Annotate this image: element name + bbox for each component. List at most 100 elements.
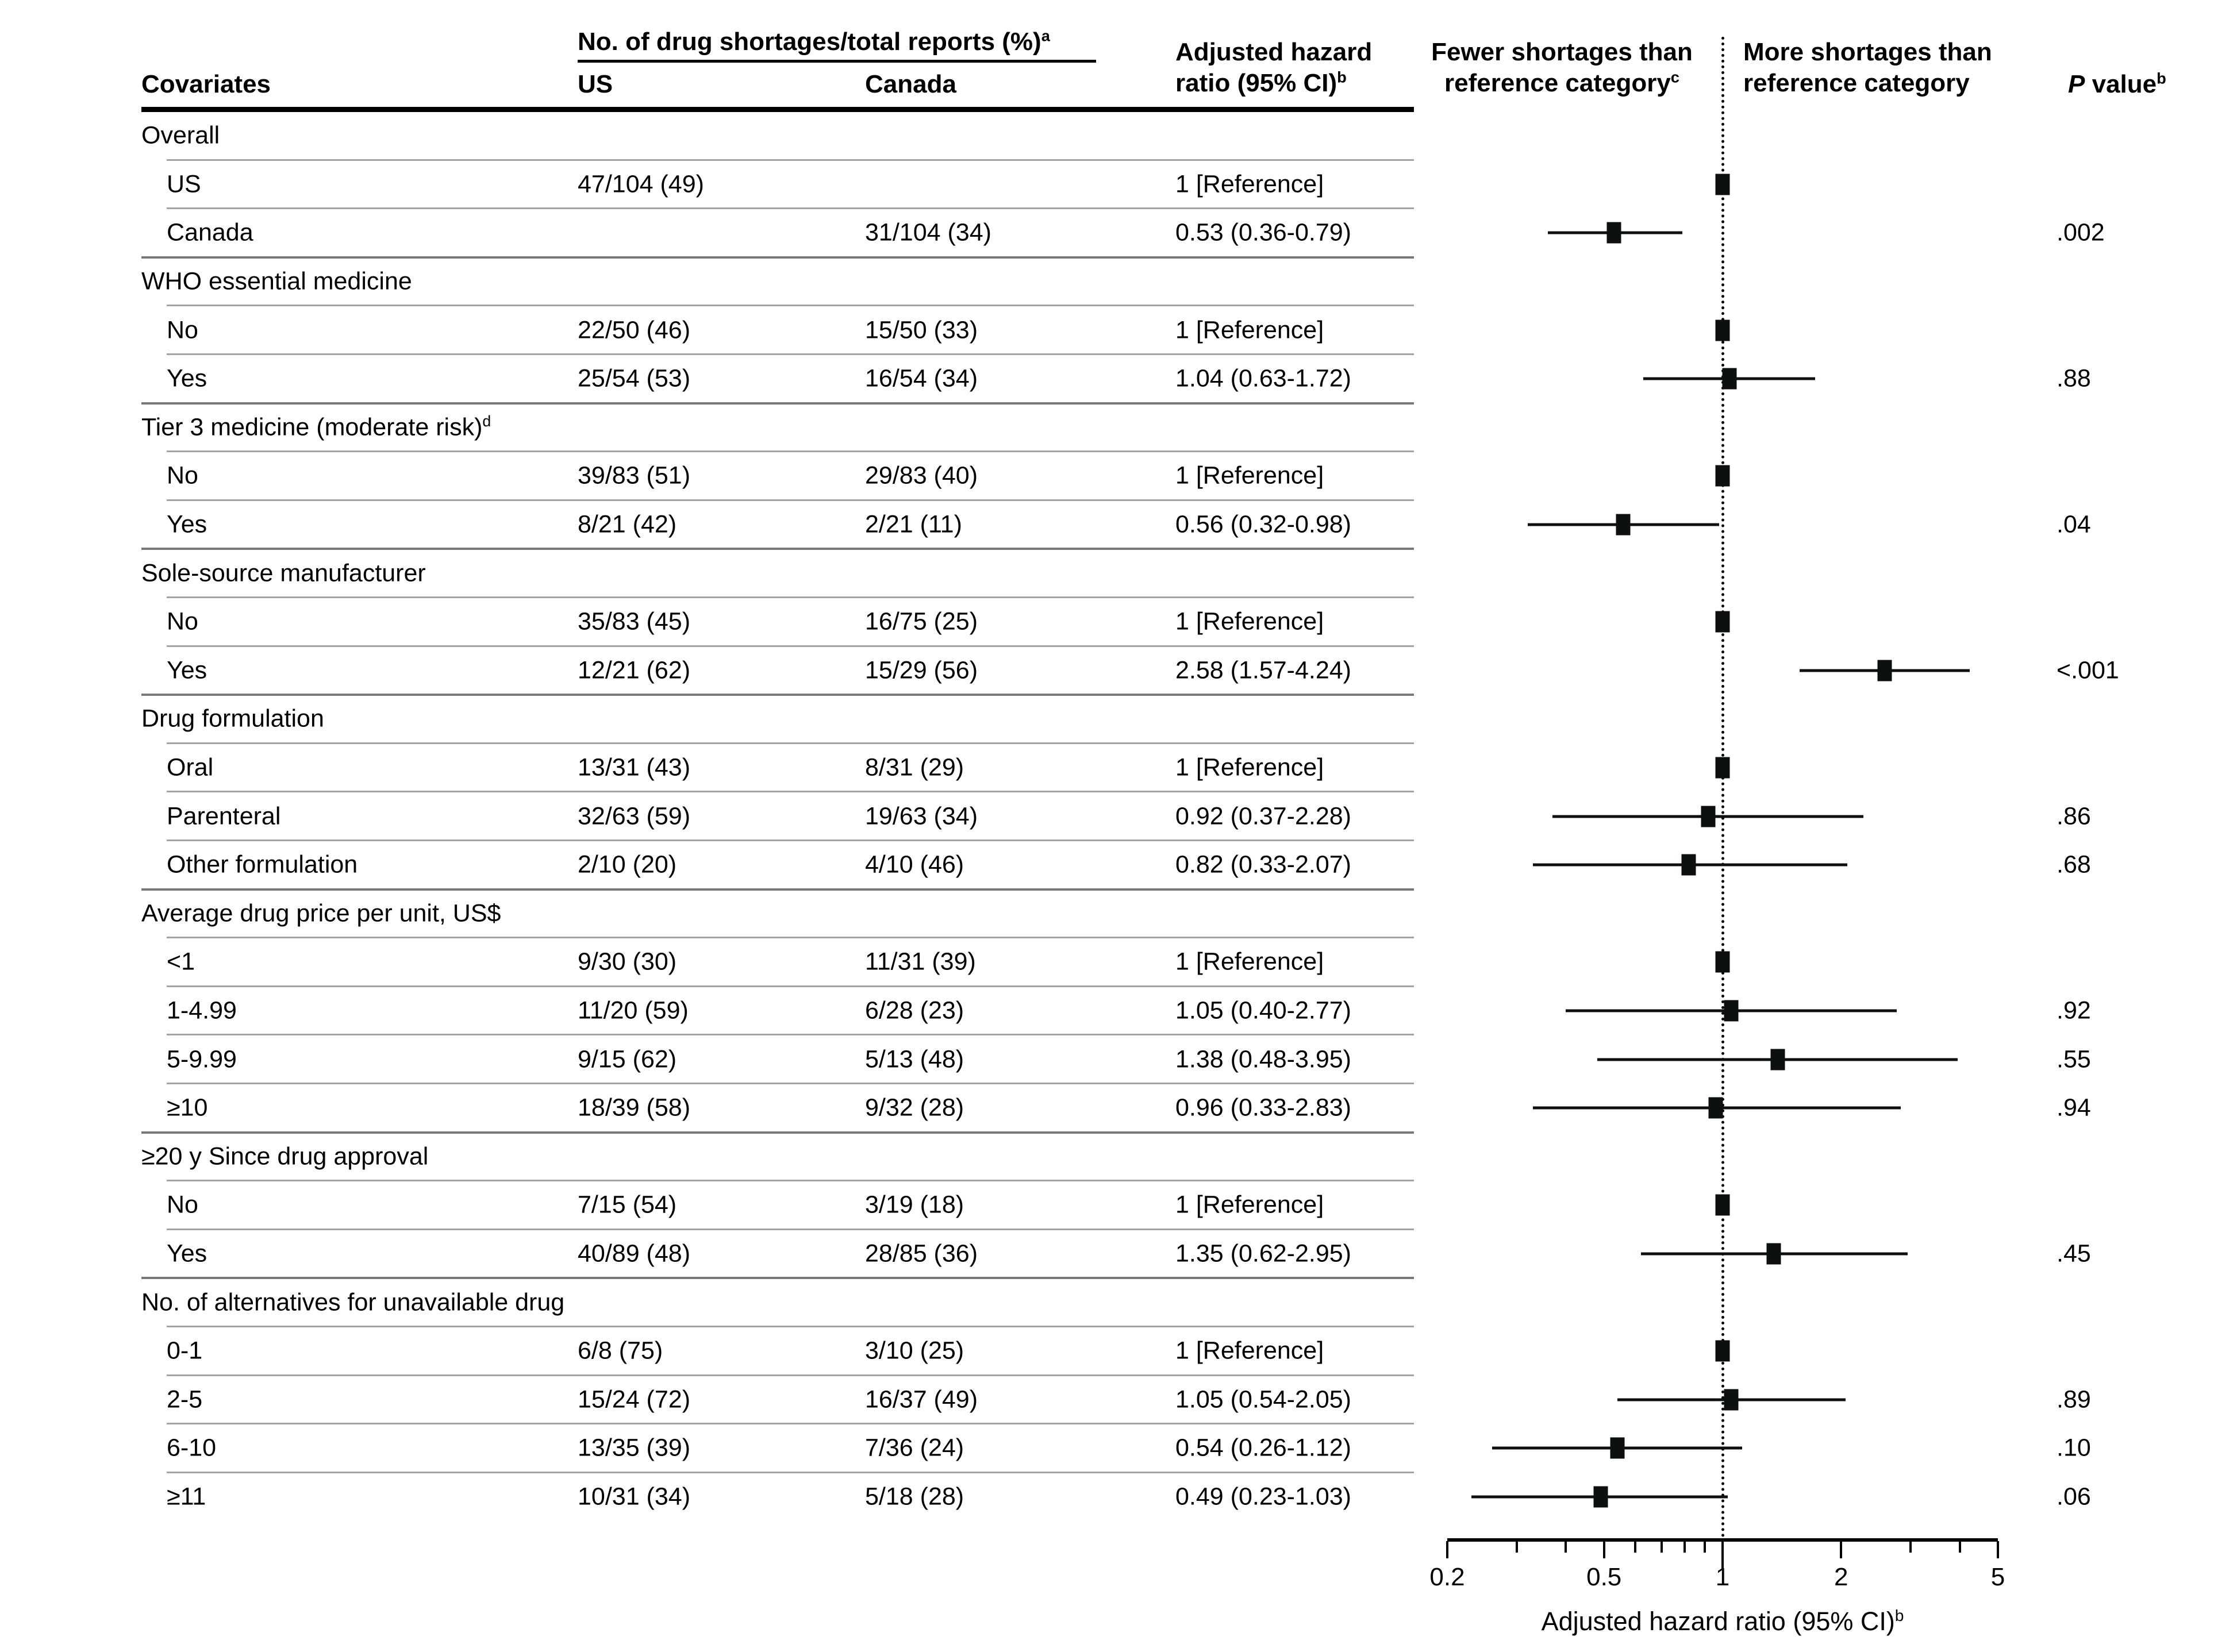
row-separator	[167, 1471, 1414, 1473]
column-header-us: US	[578, 70, 613, 98]
canada-value: 9/32 (28)	[865, 1093, 964, 1122]
hazard-ratio-marker	[1724, 1389, 1739, 1411]
row-separator	[167, 645, 1414, 647]
axis-tick	[1515, 1541, 1518, 1553]
canada-value: 19/63 (34)	[865, 802, 978, 830]
canada-value: 16/54 (34)	[865, 364, 978, 392]
row-separator	[167, 1180, 1414, 1182]
hazard-ratio-value: 1.35 (0.62-2.95)	[1175, 1239, 1351, 1268]
hazard-ratio-value: 1.05 (0.40-2.77)	[1175, 996, 1351, 1025]
row-separator	[167, 1228, 1414, 1230]
footnote-marker-a: a	[1041, 26, 1050, 45]
hazard-ratio-marker	[1722, 368, 1737, 390]
us-value: 18/39 (58)	[578, 1093, 691, 1122]
canada-value: 15/29 (56)	[865, 656, 978, 684]
hazard-ratio-value: 0.53 (0.36-0.79)	[1175, 218, 1351, 247]
covariate-label: ≥20 y Since drug approval	[141, 1142, 429, 1170]
us-value: 47/104 (49)	[578, 170, 704, 198]
canada-value: 4/10 (46)	[865, 850, 964, 879]
us-value: 9/30 (30)	[578, 948, 677, 976]
covariate-data-row: 5-9.99 9/15 (62) 5/13 (48) 1.38 (0.48-3.95)…	[0, 1034, 2237, 1084]
covariate-label: 5-9.99	[167, 1045, 237, 1073]
row-separator	[141, 548, 1414, 550]
us-value: 40/89 (48)	[578, 1239, 691, 1268]
row-separator	[167, 499, 1414, 501]
axis-caption: Adjusted hazard ratio (95% CI)b	[1320, 1607, 2125, 1636]
axis-tick	[1703, 1541, 1706, 1553]
us-value: 6/8 (75)	[578, 1337, 663, 1365]
canada-value: 16/75 (25)	[865, 607, 978, 636]
covariate-label: 0-1	[167, 1337, 203, 1365]
us-value: 12/21 (62)	[578, 656, 691, 684]
covariate-data-row: No 35/83 (45) 16/75 (25) 1 [Reference]	[0, 596, 2237, 646]
axis-tick	[1565, 1541, 1567, 1553]
axis-line	[1447, 1538, 1998, 1542]
fewer-header-line1: Fewer shortages than	[1431, 38, 1693, 66]
hazard-ratio-value: 1 [Reference]	[1175, 607, 1324, 636]
hazard-ratio-value: 1 [Reference]	[1175, 1191, 1324, 1219]
row-separator	[167, 937, 1414, 939]
hazard-ratio-value: 1 [Reference]	[1175, 461, 1324, 490]
covariate-data-row: US 47/104 (49) 1 [Reference]	[0, 159, 2237, 209]
footnote-marker-b: b	[1894, 1607, 1904, 1624]
p-value: .45	[2057, 1239, 2091, 1268]
ahr-header-line2: ratio (95% CI)	[1175, 69, 1337, 97]
canada-value: 31/104 (34)	[865, 218, 991, 247]
p-value: .10	[2057, 1434, 2091, 1462]
canada-value: 6/28 (23)	[865, 996, 964, 1025]
us-value: 2/10 (20)	[578, 850, 677, 879]
hazard-ratio-value: 0.82 (0.33-2.07)	[1175, 850, 1351, 879]
covariate-group-row: Tier 3 medicine (moderate risk)d	[0, 402, 2237, 452]
covariate-group-row: Average drug price per unit, US$	[0, 888, 2237, 938]
p-value: .89	[2057, 1385, 2091, 1414]
us-value: 10/31 (34)	[578, 1482, 691, 1511]
axis-tick	[1721, 1541, 1724, 1569]
p-value: .92	[2057, 996, 2091, 1025]
hazard-ratio-value: 2.58 (1.57-4.24)	[1175, 656, 1351, 684]
canada-value: 16/37 (49)	[865, 1385, 978, 1414]
covariate-data-row: Other formulation 2/10 (20) 4/10 (46) 0.82 …	[0, 840, 2237, 889]
us-value: 22/50 (46)	[578, 316, 691, 344]
us-value: 8/21 (42)	[578, 510, 677, 538]
hazard-ratio-marker	[1701, 806, 1716, 827]
covariate-label: Canada	[167, 218, 253, 247]
row-separator	[167, 1083, 1414, 1084]
ahr-header-line1: Adjusted hazard	[1175, 38, 1373, 66]
hazard-ratio-marker	[1715, 174, 1730, 195]
canada-value: 5/13 (48)	[865, 1045, 964, 1073]
axis-caption-text: Adjusted hazard ratio (95% CI)	[1541, 1607, 1895, 1636]
covariate-data-row: Yes 25/54 (53) 16/54 (34) 1.04 (0.63-1.72).…	[0, 353, 2237, 403]
column-header-covariates: Covariates	[141, 70, 271, 98]
covariate-label: US	[167, 170, 201, 198]
row-separator	[167, 1423, 1414, 1425]
p-value: .002	[2057, 218, 2105, 247]
canada-value: 29/83 (40)	[865, 461, 978, 490]
group-header-text: No. of drug shortages/total reports (%)	[578, 28, 1041, 56]
covariate-label: No	[167, 1191, 198, 1219]
covariate-group-row: Drug formulation	[0, 694, 2237, 744]
row-separator	[167, 207, 1414, 210]
covariate-label: Overall	[141, 121, 220, 149]
hazard-ratio-value: 0.56 (0.32-0.98)	[1175, 510, 1351, 538]
covariate-group-row: No. of alternatives for unavailable drug	[0, 1277, 2237, 1327]
covariate-label: <1	[167, 948, 195, 976]
hazard-ratio-value: 1 [Reference]	[1175, 1337, 1324, 1365]
footnote-marker-c: c	[1670, 68, 1679, 86]
canada-value: 28/85 (36)	[865, 1239, 978, 1268]
column-header-adjusted-hazard-ratio: Adjusted hazard ratio (95% CI)b	[1175, 37, 1372, 99]
axis-tick	[1446, 1541, 1448, 1558]
row-separator	[141, 888, 1414, 891]
hazard-ratio-marker	[1715, 319, 1730, 341]
hazard-ratio-marker	[1606, 222, 1621, 244]
covariate-label: No	[167, 316, 198, 344]
us-value: 9/15 (62)	[578, 1045, 677, 1073]
canada-value: 11/31 (39)	[865, 948, 976, 976]
footnote-marker-b: b	[2157, 69, 2166, 87]
axis-tick-label: 1	[1715, 1563, 1730, 1591]
p-value-rest: value	[2092, 70, 2157, 98]
covariate-data-row: 2-5 15/24 (72) 16/37 (49) 1.05 (0.54-2.05).…	[0, 1374, 2237, 1424]
us-value: 11/20 (59)	[578, 996, 689, 1025]
covariate-label: 6-10	[167, 1434, 217, 1462]
row-separator	[167, 353, 1414, 355]
